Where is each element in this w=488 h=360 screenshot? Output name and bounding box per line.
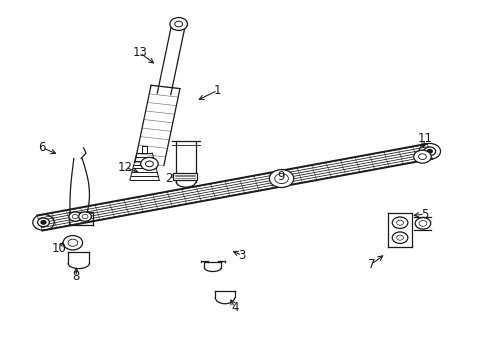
Circle shape xyxy=(391,217,407,229)
Text: 5: 5 xyxy=(420,208,427,221)
Text: 1: 1 xyxy=(213,84,221,97)
Bar xyxy=(173,173,196,180)
Circle shape xyxy=(63,235,82,250)
Circle shape xyxy=(41,221,46,224)
Circle shape xyxy=(141,157,158,170)
Circle shape xyxy=(427,149,431,153)
Text: 6: 6 xyxy=(39,141,46,154)
Circle shape xyxy=(414,218,430,229)
Text: 10: 10 xyxy=(52,242,66,255)
Text: 4: 4 xyxy=(230,301,238,314)
Circle shape xyxy=(145,161,153,167)
Circle shape xyxy=(79,212,91,221)
Text: 12: 12 xyxy=(117,161,132,174)
Circle shape xyxy=(413,150,430,163)
Circle shape xyxy=(423,147,435,156)
Text: 2: 2 xyxy=(165,172,172,185)
Text: 11: 11 xyxy=(417,132,431,145)
Text: 8: 8 xyxy=(72,270,80,283)
Circle shape xyxy=(69,212,81,221)
Circle shape xyxy=(391,232,407,243)
Text: 9: 9 xyxy=(277,170,284,183)
Text: 3: 3 xyxy=(238,249,245,262)
Circle shape xyxy=(169,18,187,31)
Circle shape xyxy=(174,21,182,27)
Circle shape xyxy=(38,218,49,227)
Text: 7: 7 xyxy=(367,258,374,271)
Circle shape xyxy=(269,170,293,188)
Text: 13: 13 xyxy=(132,46,147,59)
